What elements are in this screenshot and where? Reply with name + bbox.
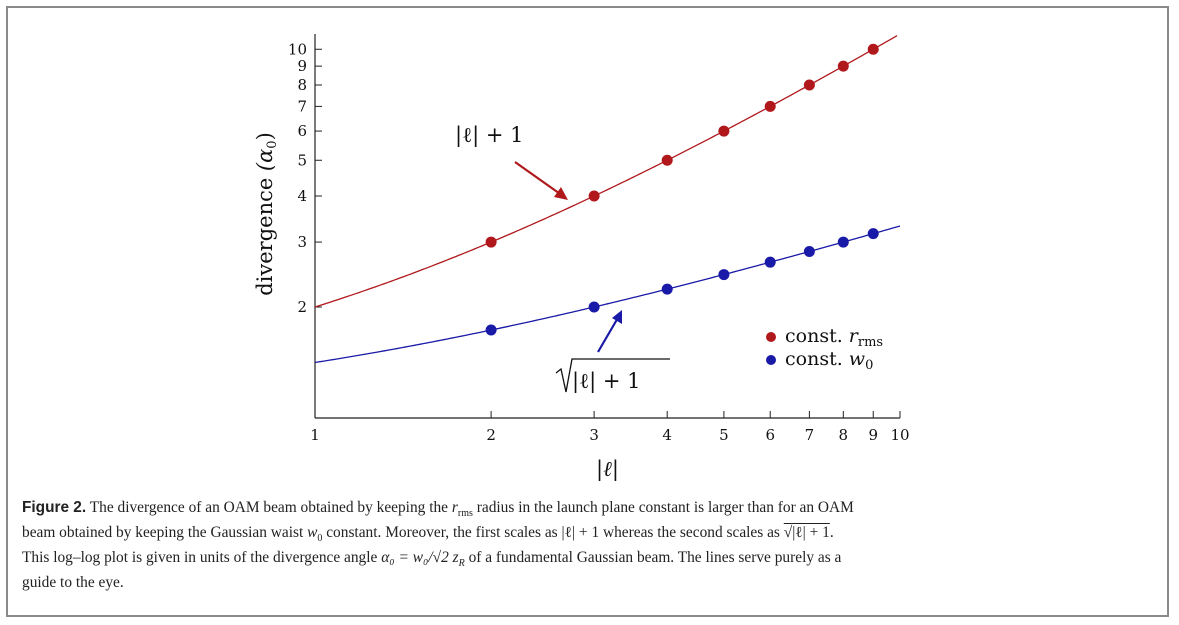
point-series-0-7 [867, 43, 879, 55]
caption-text-3b: of a fundamental Gaussian beam. The line… [468, 549, 842, 567]
point-series-1-5 [803, 246, 815, 258]
x-tick-label-4: 4 [662, 426, 672, 444]
annotation-sqrt: |ℓ| + 1 [572, 369, 641, 394]
annotation-linear-arrow [514, 161, 564, 197]
caption-line-2: beam obtained by keeping the Gaussian wa… [22, 523, 1152, 548]
x-axis-label: |ℓ| [596, 457, 619, 482]
figure-caption: Figure 2. The divergence of an OAM beam … [22, 498, 1152, 592]
point-series-0-1 [588, 190, 600, 202]
caption-w: w [307, 524, 318, 542]
caption-formula-sub: R [458, 558, 465, 570]
y-tick-label-2: 2 [297, 298, 307, 316]
caption-expr-2: √|ℓ| + 1 [783, 524, 830, 542]
point-series-1-0 [485, 324, 497, 336]
point-series-1-6 [837, 236, 849, 248]
point-series-1-7 [867, 228, 879, 240]
y-tick-label-7: 7 [297, 97, 307, 115]
x-tick-label-1: 1 [310, 426, 320, 444]
y-tick-label-8: 8 [297, 76, 307, 94]
point-series-1-4 [764, 256, 776, 268]
point-series-1-3 [718, 269, 730, 281]
caption-w-sub: 0 [317, 533, 323, 545]
point-series-0-4 [764, 100, 776, 112]
legend-label-0: const. rrms [785, 325, 883, 350]
y-tick-label-4: 4 [297, 187, 307, 205]
x-tick-label-3: 3 [589, 426, 599, 444]
caption-end: . [829, 524, 834, 542]
legend-marker-1 [766, 355, 776, 365]
y-tick-label-6: 6 [297, 122, 307, 140]
caption-text-4: guide to the eye. [22, 574, 124, 592]
caption-line-1: Figure 2. The divergence of an OAM beam … [22, 498, 1152, 523]
caption-line-4: guide to the eye. [22, 573, 1152, 592]
point-series-1-1 [588, 301, 600, 313]
x-tick-label-7: 7 [805, 426, 815, 444]
caption-text-2a: beam obtained by keeping the Gaussian wa… [22, 524, 304, 542]
x-tick-label-8: 8 [839, 426, 849, 444]
y-tick-label-9: 9 [297, 57, 307, 75]
caption-r-sub: rms [457, 508, 473, 520]
x-tick-label-6: 6 [765, 426, 775, 444]
point-series-0-2 [661, 154, 673, 166]
annotation-sqrt-arrow [597, 315, 620, 353]
chart-points [485, 43, 879, 336]
caption-line-3: This log–log plot is given in units of t… [22, 548, 1152, 573]
y-tick-label-10: 10 [288, 40, 307, 58]
caption-text-1b: radius in the launch plane constant is l… [476, 499, 854, 516]
caption-r: r [451, 499, 458, 516]
y-tick-label-3: 3 [297, 233, 307, 251]
chart-curves [314, 35, 901, 364]
caption-text-3a: This log–log plot is given in units of t… [22, 549, 378, 567]
point-series-1-2 [661, 283, 673, 295]
annotation-sqrt-arrowhead [612, 310, 622, 324]
x-tick-label-2: 2 [486, 426, 496, 444]
legend-label-1: const. w0 [785, 348, 873, 373]
point-series-0-6 [837, 60, 849, 72]
legend-marker-0 [766, 332, 776, 342]
point-series-0-5 [803, 79, 815, 91]
caption-formula: α₀ = w₀/√2 z [381, 549, 459, 567]
chart-labels: |ℓ| divergence (α0) |ℓ| + 1 |ℓ| + 1 const. r… [253, 123, 883, 482]
caption-text-1a: The divergence of an OAM beam obtained b… [89, 499, 449, 516]
x-tick-label-10: 10 [890, 426, 909, 444]
annotation-sqrt-radical [555, 358, 670, 393]
annotation-linear: |ℓ| + 1 [455, 123, 524, 148]
annotation-linear-arrowhead [554, 187, 568, 200]
figure-frame [6, 6, 1169, 617]
point-series-0-0 [485, 236, 497, 248]
x-tick-label-5: 5 [719, 426, 729, 444]
point-series-0-3 [718, 125, 730, 137]
caption-text-2c: whereas the second scales as [603, 524, 780, 542]
curve-series-0 [314, 35, 898, 308]
y-axis-label: divergence (α0) [253, 132, 280, 296]
x-tick-label-9: 9 [868, 426, 878, 444]
caption-expr-1: |ℓ| + 1 [561, 524, 600, 542]
caption-label: Figure 2. [22, 499, 87, 516]
caption-text-2b: constant. Moreover, the first scales as [326, 524, 558, 542]
curve-series-1 [314, 225, 901, 364]
y-tick-label-5: 5 [297, 151, 307, 169]
